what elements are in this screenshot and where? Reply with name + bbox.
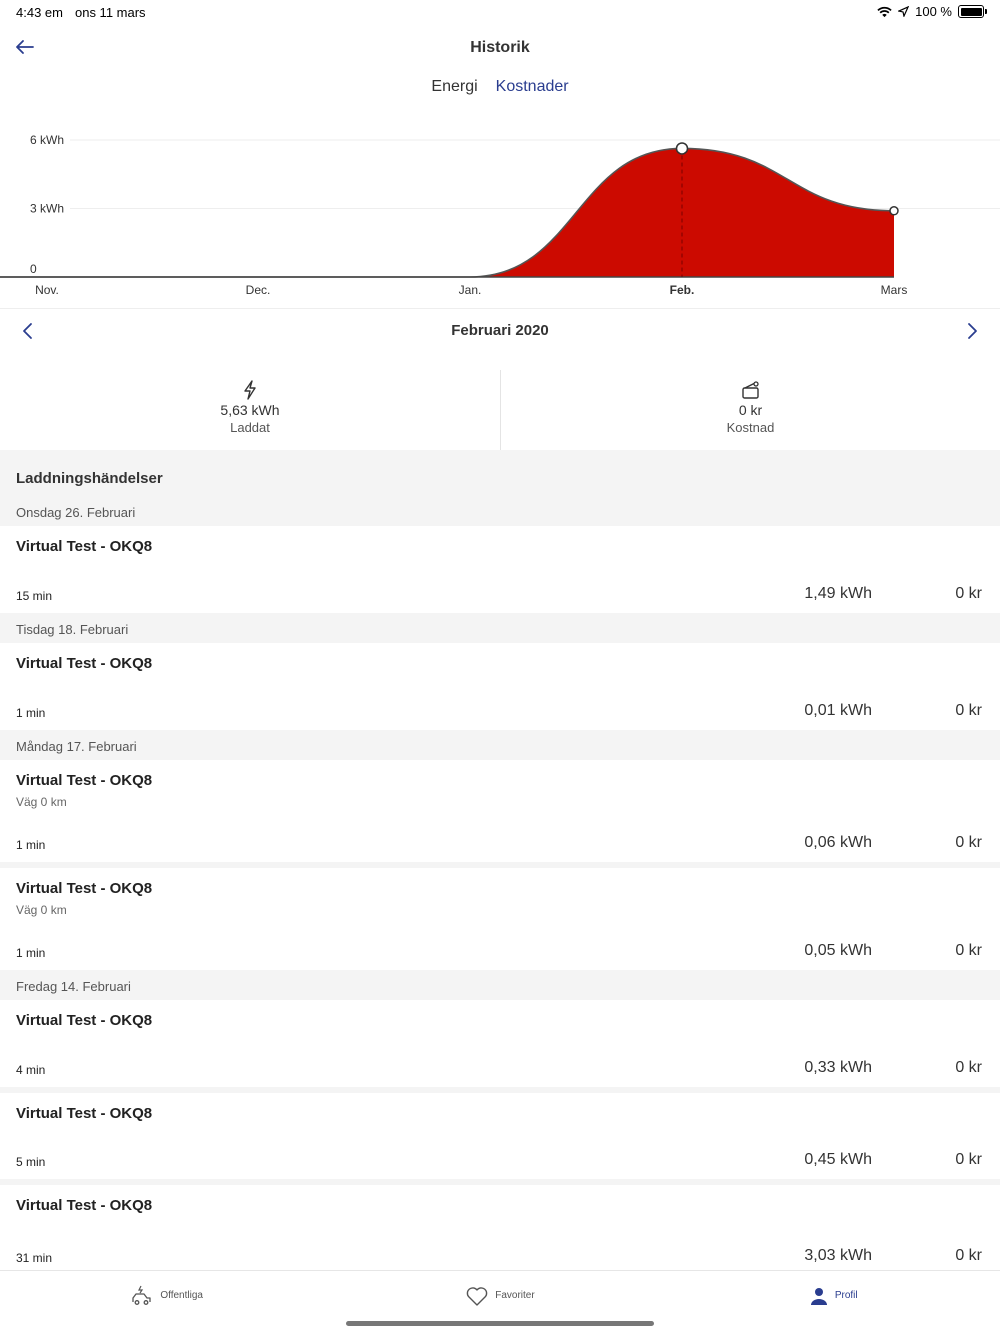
event-row[interactable]: Virtual Test - OKQ8 Väg 0 km 1 min 0,06 … xyxy=(0,760,1000,862)
tab-offentliga[interactable]: Offentliga xyxy=(0,1271,333,1334)
event-row[interactable]: Virtual Test - OKQ8 31 min 3,03 kWh 0 kr xyxy=(0,1185,1000,1270)
charging-car-icon xyxy=(132,1285,151,1305)
lightning-icon xyxy=(244,380,256,400)
x-tick-label: Feb. xyxy=(670,283,695,297)
event-duration: 31 min xyxy=(16,1251,53,1265)
event-duration: 4 min xyxy=(16,1063,46,1077)
wifi-icon xyxy=(877,6,892,17)
event-cost: 0 kr xyxy=(955,1059,982,1076)
month-summary: 5,63 kWh Laddat 0 kr Kostnad xyxy=(0,370,1000,450)
status-time: 4:43 em xyxy=(16,5,63,20)
nav-header: Historik xyxy=(0,28,1000,68)
event-energy: 3,03 kWh xyxy=(804,1247,872,1264)
y-tick-label: 3 kWh xyxy=(30,202,64,216)
event-cost: 0 kr xyxy=(955,702,982,719)
tab-profil[interactable]: Profil xyxy=(667,1271,1000,1334)
event-duration: 1 min xyxy=(16,838,46,852)
chevron-left-icon[interactable] xyxy=(18,321,38,341)
event-duration: 5 min xyxy=(16,1155,46,1169)
event-cost: 0 kr xyxy=(955,585,982,602)
event-row[interactable]: Virtual Test - OKQ8 5 min 0,45 kWh 0 kr xyxy=(0,1093,1000,1179)
chevron-right-icon[interactable] xyxy=(962,321,982,341)
day-header: Onsdag 26. Februari xyxy=(16,505,136,520)
event-title: Virtual Test - OKQ8 xyxy=(16,655,153,672)
event-duration: 1 min xyxy=(16,706,46,720)
event-distance: Väg 0 km xyxy=(16,903,67,917)
summary-energy: 5,63 kWh Laddat xyxy=(0,370,500,450)
status-date: ons 11 mars xyxy=(74,5,146,20)
summary-cost: 0 kr Kostnad xyxy=(500,370,1000,450)
event-cost: 0 kr xyxy=(955,942,982,959)
event-title: Virtual Test - OKQ8 xyxy=(16,1105,153,1122)
event-row[interactable]: Virtual Test - OKQ8 Väg 0 km 1 min 0,05 … xyxy=(0,868,1000,970)
heart-icon xyxy=(466,1286,488,1306)
day-header: Måndag 17. Februari xyxy=(16,739,137,754)
event-title: Virtual Test - OKQ8 xyxy=(16,1012,153,1029)
tab-favoriter[interactable]: Favoriter xyxy=(333,1271,666,1334)
summary-energy-value: 5,63 kWh xyxy=(220,402,280,418)
chart-area xyxy=(0,148,894,277)
tab-profil-label: Profil xyxy=(834,1290,858,1301)
battery-percent: 100 % xyxy=(915,4,952,19)
event-title: Virtual Test - OKQ8 xyxy=(16,880,153,897)
tab-kostnader[interactable]: Kostnader xyxy=(495,78,569,95)
event-row[interactable]: Virtual Test - OKQ8 4 min 0,33 kWh 0 kr xyxy=(0,1000,1000,1087)
x-tick-label: Mars xyxy=(881,283,908,297)
summary-cost-label: Kostnad xyxy=(726,420,775,435)
event-energy: 0,01 kWh xyxy=(804,702,872,719)
energy-chart: 6 kWh 3 kWh 0 Nov. Dec. Jan. Feb. Mars xyxy=(0,133,1000,297)
day-header: Fredag 14. Februari xyxy=(16,979,131,994)
x-tick-label: Nov. xyxy=(35,283,59,297)
wallet-icon xyxy=(741,381,759,399)
tab-offentliga-label: Offentliga xyxy=(160,1290,203,1301)
event-row[interactable]: Virtual Test - OKQ8 15 min 1,49 kWh 0 kr xyxy=(0,526,1000,613)
y-tick-label: 0 xyxy=(30,262,37,276)
month-navigator: Februari 2020 xyxy=(0,308,1000,352)
home-indicator xyxy=(346,1321,654,1326)
events-header: Laddningshändelser xyxy=(16,470,163,487)
tab-favoriter-label: Favoriter xyxy=(495,1290,535,1301)
back-arrow-icon[interactable] xyxy=(12,34,38,60)
data-point xyxy=(889,206,899,216)
location-arrow-icon xyxy=(898,6,910,17)
battery-level xyxy=(960,7,982,16)
event-row[interactable]: Virtual Test - OKQ8 1 min 0,01 kWh 0 kr xyxy=(0,643,1000,730)
event-energy: 1,49 kWh xyxy=(804,585,872,602)
selected-data-point xyxy=(675,142,689,155)
day-header: Tisdag 18. Februari xyxy=(16,622,129,637)
event-distance: Väg 0 km xyxy=(16,795,67,809)
page-title: Historik xyxy=(470,39,530,56)
history-tabs: Energi Kostnader xyxy=(0,78,1000,96)
summary-cost-value: 0 kr xyxy=(738,402,763,418)
tab-energi[interactable]: Energi xyxy=(431,78,478,95)
event-cost: 0 kr xyxy=(955,1247,982,1264)
event-cost: 0 kr xyxy=(955,1151,982,1168)
event-energy: 0,45 kWh xyxy=(804,1151,872,1168)
charging-events: Laddningshändelser Onsdag 26. Februari V… xyxy=(0,450,1000,1270)
event-title: Virtual Test - OKQ8 xyxy=(16,538,153,555)
person-icon xyxy=(810,1287,827,1305)
x-tick-label: Jan. xyxy=(459,283,482,297)
event-title: Virtual Test - OKQ8 xyxy=(16,1197,153,1214)
event-energy: 0,06 kWh xyxy=(804,834,872,851)
event-title: Virtual Test - OKQ8 xyxy=(16,772,153,789)
event-energy: 0,33 kWh xyxy=(804,1059,872,1076)
y-tick-label: 6 kWh xyxy=(30,133,64,147)
summary-energy-label: Laddat xyxy=(230,420,270,435)
event-energy: 0,05 kWh xyxy=(804,942,872,959)
event-duration: 15 min xyxy=(16,589,53,603)
x-tick-label: Dec. xyxy=(246,283,271,297)
status-bar: 4:43 em ons 11 mars 100 % xyxy=(0,0,1000,24)
month-title: Februari 2020 xyxy=(451,322,549,339)
event-cost: 0 kr xyxy=(955,834,982,851)
event-duration: 1 min xyxy=(16,946,46,960)
battery-icon xyxy=(958,5,987,18)
